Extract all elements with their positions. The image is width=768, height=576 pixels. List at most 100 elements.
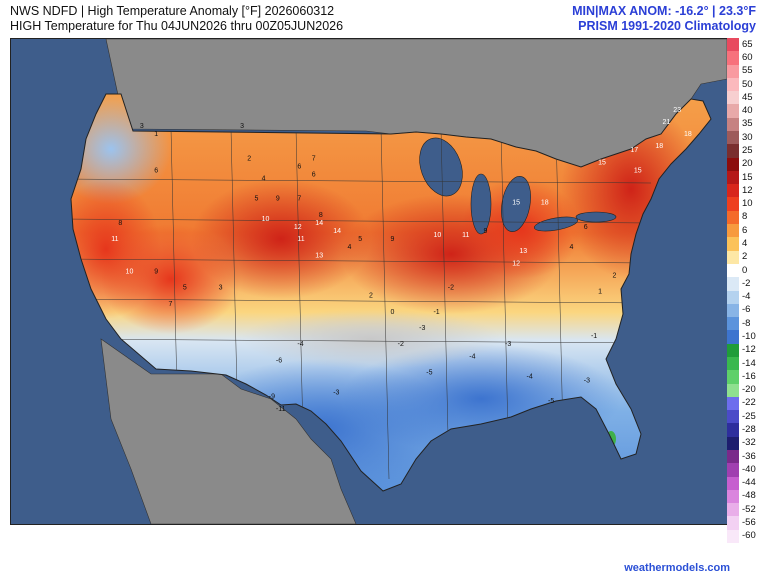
anomaly-value-label: 10 — [126, 268, 134, 275]
colorbar-label: -4 — [742, 291, 751, 303]
anomaly-value-label: 18 — [655, 143, 663, 150]
anomaly-value-label: -4 — [297, 341, 303, 348]
anomaly-value-label: 8 — [319, 212, 323, 219]
colorbar-label: 12 — [742, 184, 753, 196]
colorbar-swatch — [727, 476, 739, 491]
anomaly-value-label: -6 — [276, 357, 282, 364]
colorbar-label: -14 — [742, 357, 756, 369]
anomaly-value-label: -3 — [333, 390, 339, 397]
colorbar-swatch — [727, 370, 739, 385]
state-border — [71, 258, 652, 264]
anomaly-value-label: 2 — [247, 155, 251, 162]
colorbar-swatch — [727, 516, 739, 531]
anomaly-value-label: 18 — [541, 200, 549, 207]
anomaly-value-label: -3 — [505, 341, 511, 348]
anomaly-value-label: 4 — [262, 175, 266, 182]
anomaly-value-label: -5 — [548, 398, 554, 405]
anomaly-value-label: 6 — [312, 171, 316, 178]
anomaly-value-label: -3 — [584, 378, 590, 385]
colorbar-label: -12 — [742, 344, 756, 356]
anomaly-value-label: 8 — [118, 220, 122, 227]
anomaly-value-label: 0 — [390, 309, 394, 316]
anomaly-value-label: -1 — [433, 309, 439, 316]
anomaly-value-label: 5 — [254, 196, 258, 203]
anomaly-value-label: 12 — [294, 224, 302, 231]
anomaly-value-label: 7 — [169, 301, 173, 308]
colorbar-swatch — [727, 410, 739, 424]
anomaly-value-label: 5 — [358, 236, 362, 243]
anomaly-value-label: 6 — [297, 163, 301, 170]
anomaly-value-label: 13 — [519, 248, 527, 255]
colorbar-label: -8 — [742, 317, 751, 329]
anomaly-value-label: 11 — [462, 232, 469, 239]
anomaly-value-label: 3 — [219, 285, 223, 292]
colorbar-label: 0 — [742, 264, 748, 276]
colorbar-label: 65 — [742, 38, 753, 50]
colorbar-swatch — [727, 489, 739, 504]
colorbar-label: -52 — [742, 503, 756, 515]
anomaly-value-label: 4 — [569, 244, 573, 251]
anomaly-value-label: 7 — [297, 196, 301, 203]
colorbar-label: 30 — [742, 131, 753, 143]
colorbar-swatch — [727, 104, 739, 119]
colorbar-swatch — [727, 51, 739, 66]
colorbar-swatch — [727, 157, 739, 172]
mexico-land — [100, 338, 357, 524]
colorbar-label: 2 — [742, 251, 748, 263]
anomaly-value-label: -1 — [591, 333, 597, 340]
anomaly-value-label: 6 — [154, 167, 158, 174]
colorbar-label: 6 — [742, 224, 748, 236]
neutral-anomaly-plains — [241, 309, 501, 369]
warm-anomaly-rockies — [191, 179, 371, 299]
colorbar-swatch — [727, 77, 739, 92]
great-lake — [470, 173, 492, 235]
anomaly-value-label: 9 — [484, 228, 488, 235]
anomaly-value-label: 10 — [433, 232, 441, 239]
colorbar-label: -10 — [742, 331, 756, 342]
state-border — [71, 298, 652, 304]
colorbar-swatch — [727, 317, 739, 331]
colorbar-swatch — [727, 529, 739, 544]
colorbar-label: 8 — [742, 211, 748, 223]
anomaly-value-label: -9 — [269, 394, 275, 401]
anomaly-value-label: 11 — [297, 236, 304, 243]
anomaly-value-label: 12 — [512, 260, 520, 267]
state-border — [440, 128, 450, 480]
colorbar-swatch — [727, 250, 739, 265]
anomaly-value-label: 10 — [262, 216, 270, 223]
header-subtitle: HIGH Temperature for Thu 04JUN2026 thru … — [10, 19, 344, 33]
colorbar-label: -16 — [742, 370, 756, 382]
anomaly-value-label: 21 — [663, 119, 671, 126]
colorbar-swatch — [727, 263, 739, 278]
anomaly-value-label: 6 — [584, 224, 588, 231]
anomaly-value-label: 7 — [312, 155, 316, 162]
state-border — [380, 128, 390, 480]
anomaly-value-label: -2 — [398, 341, 404, 348]
state-border — [71, 218, 652, 224]
site-credit: weathermodels.com — [624, 562, 730, 574]
anomaly-value-label: 17 — [630, 147, 638, 154]
colorbar-swatch — [727, 330, 739, 345]
anomaly-value-label: 4 — [348, 244, 352, 251]
great-lake — [501, 176, 531, 232]
anomaly-value-label: 9 — [276, 196, 280, 203]
colorbar-swatch — [727, 383, 739, 398]
colorbar-swatch — [727, 197, 739, 212]
colorbar-legend: 65 60 55 50 45 40 35 30 25 20 15 12 10 8 6 4 2 0 -2 -4 -6 -8-… — [727, 38, 768, 544]
map-frame: 3 1 6 2 4 3 5 10 9 6 7 8 7 6 12 14 11 13 14 4 5 9 10 11 12 13 15 18… — [10, 38, 728, 525]
anomaly-value-label: 15 — [598, 159, 606, 166]
anomaly-value-label: 9 — [154, 268, 158, 275]
colorbar-label: -28 — [742, 424, 756, 436]
anomaly-value-label: 18 — [684, 131, 692, 138]
colorbar-label: 35 — [742, 118, 753, 130]
colorbar-swatch — [727, 131, 739, 145]
great-lake — [534, 216, 578, 232]
colorbar-swatch — [727, 503, 739, 517]
anomaly-value-label: 13 — [315, 252, 323, 259]
colorbar-label: 4 — [742, 237, 748, 249]
colorbar-label: 40 — [742, 105, 753, 117]
anomaly-value-label: 3 — [240, 123, 244, 130]
colorbar-label: -25 — [742, 410, 756, 422]
